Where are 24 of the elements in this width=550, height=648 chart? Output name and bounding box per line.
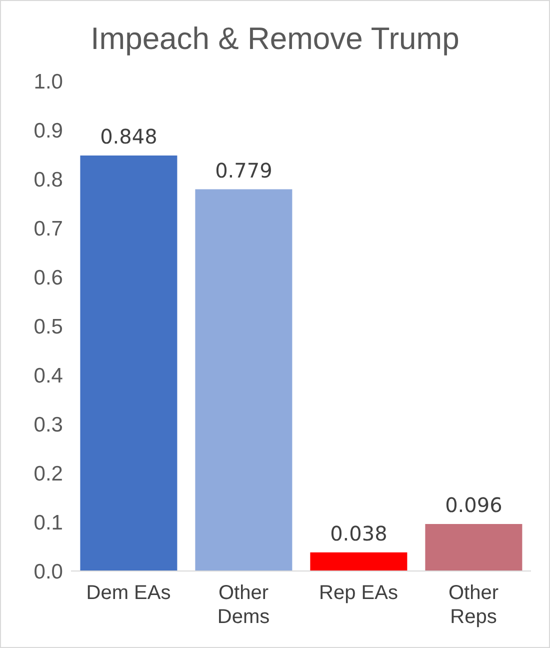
data-label: 0.096	[445, 492, 502, 517]
bar	[310, 552, 408, 571]
y-tick-label: 0.4	[34, 364, 64, 388]
y-tick-label: 0.1	[34, 511, 63, 534]
y-tick-label: 0.3	[34, 413, 63, 436]
y-tick-label: 0.2	[34, 462, 63, 486]
y-tick-label: 0.8	[34, 168, 63, 192]
y-tick-label: 0.7	[34, 217, 63, 240]
data-label: 0.779	[215, 158, 272, 182]
y-tick-label: 0.5	[34, 315, 63, 338]
x-tick-label: Dem EAs	[86, 582, 171, 604]
y-tick-label: 0.9	[34, 119, 63, 142]
y-tick-label: 0.6	[34, 266, 63, 290]
bar	[80, 155, 178, 571]
data-label: 0.848	[100, 124, 158, 148]
x-tick-label: Other Dems	[217, 582, 270, 628]
bar	[195, 189, 292, 571]
chart-title: Impeach & Remove Trump	[90, 21, 460, 58]
x-tick-label: Other Reps	[448, 582, 499, 628]
y-tick-label: 0.0	[34, 560, 63, 584]
y-tick-label: 1.0	[34, 70, 63, 94]
data-label: 0.038	[330, 521, 388, 546]
x-tick-label: Rep EAs	[319, 582, 398, 604]
bar	[425, 524, 522, 571]
